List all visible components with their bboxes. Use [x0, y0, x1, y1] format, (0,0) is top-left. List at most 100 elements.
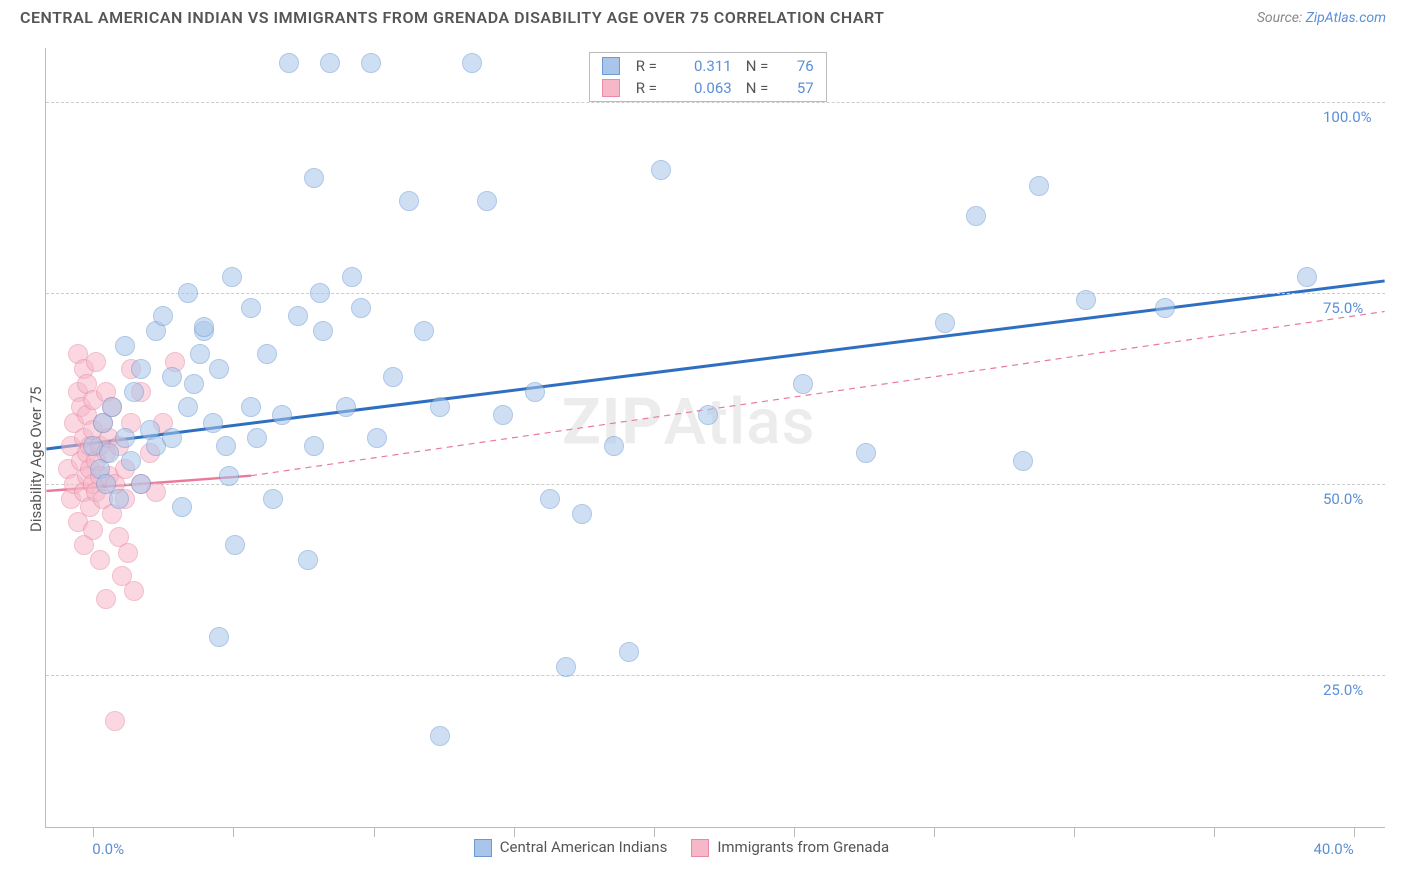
- data-point: [935, 313, 955, 333]
- data-point: [222, 267, 242, 287]
- data-point: [184, 374, 204, 394]
- data-point: [310, 283, 330, 303]
- data-point: [247, 428, 267, 448]
- data-point: [351, 298, 371, 318]
- stat-label: N =: [746, 57, 778, 75]
- legend-swatch: [602, 57, 620, 75]
- data-point: [118, 543, 138, 563]
- x-tick: [1354, 827, 1355, 837]
- x-tick-label: 40.0%: [1313, 840, 1353, 858]
- series-legend: Central American IndiansImmigrants from …: [474, 838, 889, 857]
- data-point: [96, 589, 116, 609]
- y-tick-label: 50.0%: [1323, 490, 1363, 508]
- data-point: [178, 283, 198, 303]
- data-point: [241, 397, 261, 417]
- legend-swatch: [602, 79, 620, 97]
- legend-swatch: [474, 839, 492, 857]
- chart-title: CENTRAL AMERICAN INDIAN VS IMMIGRANTS FR…: [20, 8, 884, 27]
- data-point: [414, 321, 434, 341]
- data-point: [572, 504, 592, 524]
- data-point: [115, 336, 135, 356]
- data-point: [298, 550, 318, 570]
- data-point: [556, 657, 576, 677]
- source-link[interactable]: ZipAtlas.com: [1306, 10, 1386, 26]
- x-tick: [233, 827, 234, 837]
- scatter-plot: ZIPAtlas R =0.311N =76R =0.063N =57: [45, 48, 1385, 828]
- data-point: [304, 168, 324, 188]
- stat-value: 0.311: [676, 57, 732, 75]
- legend-item: Immigrants from Grenada: [691, 838, 889, 857]
- data-point: [313, 321, 333, 341]
- y-tick-label: 100.0%: [1323, 108, 1372, 126]
- data-point: [209, 359, 229, 379]
- data-point: [241, 298, 261, 318]
- data-point: [219, 466, 239, 486]
- stat-value: 0.063: [676, 79, 732, 97]
- data-point: [194, 317, 214, 337]
- data-point: [1013, 451, 1033, 471]
- gridline: [46, 675, 1385, 676]
- data-point: [1029, 176, 1049, 196]
- gridline: [46, 293, 1385, 294]
- data-point: [105, 711, 125, 731]
- y-tick-label: 75.0%: [1323, 299, 1363, 317]
- data-point: [361, 53, 381, 73]
- stat-label: R =: [636, 79, 668, 97]
- data-point: [279, 53, 299, 73]
- data-point: [336, 397, 356, 417]
- data-point: [304, 436, 324, 456]
- data-point: [115, 428, 135, 448]
- data-point: [430, 397, 450, 417]
- data-point: [619, 642, 639, 662]
- x-tick: [794, 827, 795, 837]
- x-tick: [934, 827, 935, 837]
- data-point: [131, 474, 151, 494]
- data-point: [383, 367, 403, 387]
- data-point: [430, 726, 450, 746]
- x-tick: [514, 827, 515, 837]
- data-point: [1297, 267, 1317, 287]
- data-point: [288, 306, 308, 326]
- data-point: [121, 451, 141, 471]
- watermark: ZIPAtlas: [562, 384, 816, 459]
- data-point: [86, 352, 106, 372]
- x-tick: [93, 827, 94, 837]
- data-point: [651, 160, 671, 180]
- data-point: [131, 359, 151, 379]
- data-point: [102, 397, 122, 417]
- data-point: [540, 489, 560, 509]
- data-point: [124, 581, 144, 601]
- data-point: [493, 405, 513, 425]
- data-point: [216, 436, 236, 456]
- stat-value: 76: [786, 57, 814, 75]
- data-point: [793, 374, 813, 394]
- x-tick: [654, 827, 655, 837]
- data-point: [320, 53, 340, 73]
- data-point: [462, 53, 482, 73]
- data-point: [856, 443, 876, 463]
- data-point: [99, 443, 119, 463]
- data-point: [162, 428, 182, 448]
- data-point: [209, 627, 229, 647]
- data-point: [190, 344, 210, 364]
- source-attribution: Source: ZipAtlas.com: [1257, 10, 1386, 26]
- x-tick: [1214, 827, 1215, 837]
- data-point: [162, 367, 182, 387]
- data-point: [109, 489, 129, 509]
- legend-label: Immigrants from Grenada: [717, 838, 889, 856]
- legend-stat-row: R =0.063N =57: [590, 77, 826, 99]
- x-tick-label: 0.0%: [92, 840, 124, 858]
- data-point: [178, 397, 198, 417]
- x-tick: [374, 827, 375, 837]
- stat-value: 57: [786, 79, 814, 97]
- data-point: [124, 382, 144, 402]
- data-point: [367, 428, 387, 448]
- correlation-legend: R =0.311N =76R =0.063N =57: [589, 52, 827, 102]
- legend-stat-row: R = 0.311 N = 76: [590, 55, 826, 77]
- data-point: [257, 344, 277, 364]
- stat-label: R =: [636, 57, 668, 75]
- data-point: [203, 413, 223, 433]
- data-point: [90, 550, 110, 570]
- data-point: [83, 520, 103, 540]
- data-point: [399, 191, 419, 211]
